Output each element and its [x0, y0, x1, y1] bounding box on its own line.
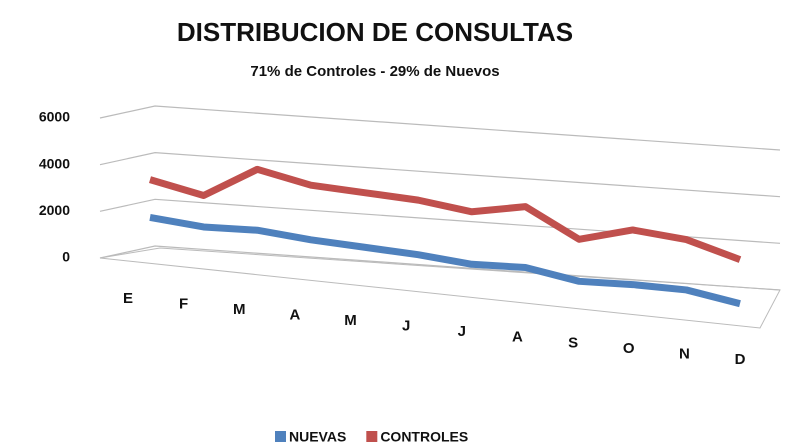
x-tick-label: N — [679, 345, 690, 362]
grid-line — [99, 105, 781, 151]
x-tick-label: E — [123, 290, 133, 307]
legend-label: CONTROLES — [380, 429, 468, 445]
series-line — [149, 165, 742, 263]
chart-subtitle: 71% de Controles - 29% de Nuevos — [250, 63, 499, 80]
series-line — [149, 213, 741, 308]
x-tick-label: O — [623, 340, 635, 357]
x-tick-label: S — [568, 334, 578, 351]
x-tick-label: D — [735, 351, 746, 368]
y-tick-label: 0 — [62, 249, 70, 265]
grid-line — [99, 152, 781, 198]
x-tick-label: F — [179, 295, 188, 312]
x-tick-label: M — [233, 301, 246, 318]
x-tick-label: J — [458, 323, 466, 340]
y-tick-label: 4000 — [39, 155, 70, 171]
legend-label: NUEVAS — [289, 429, 346, 445]
x-tick-label: A — [512, 329, 523, 346]
grid-line — [99, 245, 781, 291]
chart-title: DISTRIBUCION DE CONSULTAS — [177, 17, 573, 47]
x-tick-label: M — [344, 312, 357, 329]
y-tick-label: 6000 — [39, 109, 70, 125]
legend-swatch — [275, 431, 286, 442]
x-tick-label: J — [402, 318, 410, 335]
x-tick-label: A — [289, 306, 300, 323]
grid-line — [99, 198, 781, 244]
legend-swatch — [366, 431, 378, 442]
y-tick-label: 2000 — [39, 202, 70, 218]
